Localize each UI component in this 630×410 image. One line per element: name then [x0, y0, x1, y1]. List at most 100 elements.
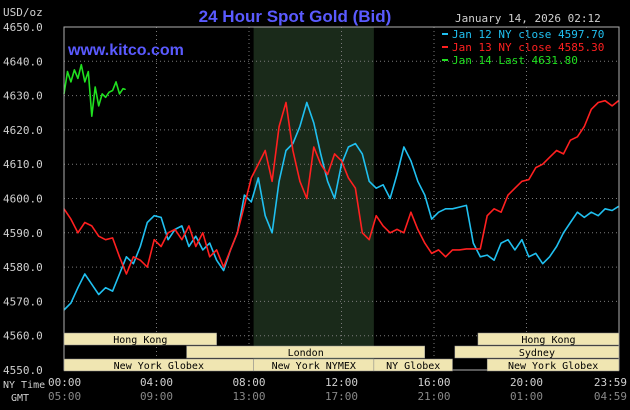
gmt-time-tick: 17:00	[325, 390, 358, 403]
data-point	[438, 211, 440, 213]
ny-time-tick: 00:00	[48, 376, 81, 389]
data-point	[361, 153, 363, 155]
data-point	[91, 115, 93, 117]
ny-time-tick: 04:00	[140, 376, 173, 389]
data-point	[264, 149, 266, 152]
data-point	[84, 81, 86, 83]
data-point	[105, 287, 107, 289]
y-unit-label: USD/oz	[3, 6, 43, 19]
data-point	[264, 215, 266, 217]
session-label: Hong Kong	[113, 335, 167, 346]
data-point	[77, 77, 79, 80]
data-point	[347, 177, 350, 179]
gmt-time-tick: 13:00	[232, 390, 265, 403]
data-point	[583, 216, 585, 218]
data-point	[444, 208, 447, 210]
data-point	[340, 163, 343, 165]
session-label: Hong Kong	[521, 335, 575, 346]
data-point	[403, 146, 405, 148]
gmt-label: GMT	[11, 393, 29, 404]
data-point	[87, 70, 89, 73]
data-point	[576, 136, 578, 138]
data-point	[77, 287, 79, 289]
y-tick-label: 4610.0	[3, 158, 43, 171]
data-point	[98, 105, 100, 107]
data-point	[132, 256, 134, 258]
data-point	[125, 256, 128, 258]
data-point	[327, 173, 329, 176]
session-bar	[477, 332, 620, 346]
ny-time-label: NY Time	[3, 380, 45, 391]
data-point	[410, 211, 412, 213]
data-point	[528, 179, 530, 181]
data-point	[306, 101, 308, 104]
legend-entry: Jan 13 NY close 4585.30	[452, 41, 604, 54]
y-tick-label: 4640.0	[3, 55, 43, 68]
data-point	[375, 215, 377, 217]
data-point	[465, 248, 467, 250]
data-point	[222, 266, 225, 268]
data-point	[181, 239, 183, 241]
data-point	[424, 242, 426, 244]
data-point	[306, 197, 308, 200]
data-point	[98, 293, 100, 296]
data-point	[333, 153, 336, 155]
data-point	[417, 228, 419, 230]
data-point	[167, 239, 169, 241]
data-point	[583, 125, 585, 128]
data-point	[611, 105, 613, 107]
data-point	[124, 88, 126, 91]
data-point	[451, 208, 454, 210]
ny-time-tick: 16:00	[417, 376, 450, 389]
kitco-watermark: www.kitco.com	[67, 42, 184, 59]
data-point	[153, 215, 155, 217]
shaded-session-band	[253, 27, 374, 370]
data-point	[111, 237, 114, 239]
data-point	[118, 273, 121, 275]
data-point	[111, 89, 114, 92]
data-point	[202, 249, 204, 251]
data-point	[500, 211, 502, 213]
legend-entry: Jan 12 NY close 4597.70	[452, 28, 604, 41]
data-point	[549, 256, 551, 258]
data-point	[271, 232, 273, 234]
data-point	[202, 232, 204, 234]
data-point	[243, 204, 245, 206]
session-label: New York NYMEX	[272, 361, 356, 372]
data-point	[500, 242, 502, 244]
session-label: New York Globex	[114, 361, 204, 372]
data-point	[209, 242, 211, 244]
data-point	[105, 96, 107, 98]
data-point	[590, 108, 592, 110]
session-label: New York Globex	[508, 361, 598, 372]
data-point	[73, 69, 76, 71]
data-point	[396, 228, 398, 230]
data-point	[146, 221, 148, 224]
data-point	[562, 232, 565, 234]
ny-time-tick: 12:00	[325, 376, 358, 389]
data-point	[562, 153, 565, 155]
data-point	[320, 153, 322, 155]
data-point	[569, 139, 572, 141]
data-point	[535, 167, 537, 169]
data-point	[139, 259, 141, 261]
gmt-time-tick: 04:59	[594, 390, 627, 403]
data-point	[91, 225, 93, 227]
data-point	[472, 242, 474, 244]
data-point	[101, 93, 103, 95]
data-point	[271, 180, 273, 182]
y-tick-label: 4570.0	[3, 295, 43, 308]
data-point	[368, 180, 370, 182]
data-point	[118, 93, 121, 95]
data-point	[542, 163, 544, 165]
data-point	[535, 252, 537, 254]
data-point	[299, 125, 301, 128]
data-point	[389, 232, 391, 234]
data-point	[139, 245, 141, 248]
data-point	[299, 180, 301, 182]
data-point	[486, 215, 488, 217]
data-point	[222, 269, 225, 272]
data-point	[70, 302, 72, 304]
data-point	[611, 209, 613, 212]
data-point	[368, 239, 370, 241]
